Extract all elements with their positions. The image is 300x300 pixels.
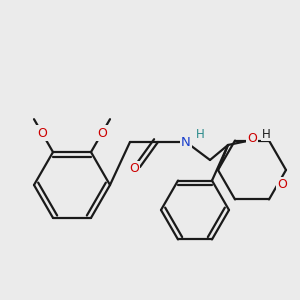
Text: O: O [129,163,139,176]
Text: N: N [181,136,191,148]
Text: O: O [278,178,287,191]
Text: H: H [196,128,204,140]
Text: O: O [247,131,257,145]
Text: O: O [97,127,107,140]
Text: H: H [262,128,270,140]
Text: O: O [37,127,47,140]
